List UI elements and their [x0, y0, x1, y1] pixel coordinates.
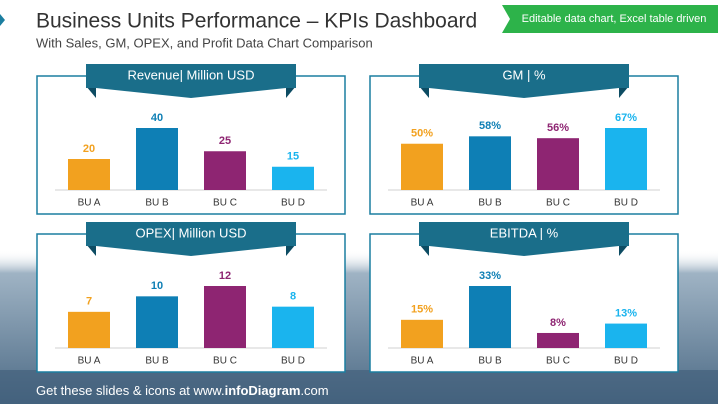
badge-text: Editable data chart, Excel table driven — [522, 13, 707, 25]
x-tick-label: BU B — [145, 356, 169, 367]
bar — [68, 159, 110, 190]
slide-title: Business Units Performance – KPIs Dashbo… — [36, 10, 477, 33]
banner-fold — [286, 86, 296, 98]
banner-tail — [429, 246, 619, 256]
corner-marker — [0, 14, 5, 26]
bar — [469, 136, 511, 190]
bar — [537, 138, 579, 190]
slide-subtitle: With Sales, GM, OPEX, and Profit Data Ch… — [36, 35, 373, 50]
banner-fold — [419, 244, 429, 256]
badge — [502, 5, 718, 33]
banner — [419, 222, 629, 246]
value-label: 8 — [290, 291, 296, 303]
bar — [136, 296, 178, 348]
value-label: 12 — [219, 270, 231, 282]
banner-fold — [419, 86, 429, 98]
footer-lead: Get these slides & icons at www. — [36, 383, 225, 398]
value-label: 13% — [615, 307, 637, 319]
banner — [86, 64, 296, 88]
banner-tail — [429, 88, 619, 98]
banner-fold — [619, 86, 629, 98]
x-tick-label: BU C — [213, 198, 237, 209]
chart-title: OPEX| Million USD — [135, 225, 246, 240]
banner-fold — [286, 244, 296, 256]
x-tick-label: BU A — [78, 198, 101, 209]
bar — [204, 286, 246, 348]
value-label: 10 — [151, 280, 163, 292]
bar — [537, 332, 579, 348]
bar — [136, 128, 178, 190]
bar — [605, 323, 647, 348]
footer-brand: infoDiagram — [225, 383, 301, 398]
bar — [272, 166, 314, 190]
x-tick-label: BU B — [145, 198, 169, 209]
value-label: 7 — [86, 296, 92, 308]
banner-fold — [86, 244, 96, 256]
footer-tail: .com — [300, 383, 328, 398]
bar — [68, 311, 110, 348]
x-tick-label: BU D — [614, 356, 638, 367]
banner-fold — [619, 244, 629, 256]
x-tick-label: BU A — [411, 198, 434, 209]
chart-panel — [36, 233, 346, 373]
bar — [605, 128, 647, 190]
chart-title: Revenue| Million USD — [128, 67, 255, 82]
value-label: 15% — [411, 304, 433, 316]
bar — [401, 143, 443, 190]
footer: Get these slides & icons at www.infoDiag… — [36, 383, 329, 398]
chart-panel — [36, 75, 346, 215]
x-tick-label: BU C — [213, 356, 237, 367]
bar — [469, 286, 511, 348]
x-tick-label: BU D — [281, 356, 305, 367]
bar — [401, 319, 443, 348]
x-tick-label: BU A — [78, 356, 101, 367]
banner-tail — [96, 246, 286, 256]
chart-title: EBITDA | % — [490, 225, 559, 240]
value-label: 50% — [411, 128, 433, 140]
value-label: 58% — [479, 120, 501, 132]
value-label: 15 — [287, 151, 299, 163]
x-tick-label: BU C — [546, 356, 570, 367]
value-label: 56% — [547, 122, 569, 134]
value-label: 33% — [479, 270, 501, 282]
x-tick-label: BU D — [281, 198, 305, 209]
banner — [419, 64, 629, 88]
chart-title: GM | % — [502, 67, 546, 82]
bar — [204, 151, 246, 190]
x-tick-label: BU B — [478, 198, 502, 209]
footer-band — [0, 370, 718, 404]
banner — [86, 222, 296, 246]
x-tick-label: BU B — [478, 356, 502, 367]
value-label: 20 — [83, 143, 95, 155]
banner-fold — [86, 86, 96, 98]
value-label: 25 — [219, 135, 231, 147]
x-tick-label: BU D — [614, 198, 638, 209]
chart-panel — [369, 233, 679, 373]
banner-tail — [96, 88, 286, 98]
x-tick-label: BU A — [411, 356, 434, 367]
x-tick-label: BU C — [546, 198, 570, 209]
bar — [272, 306, 314, 348]
value-label: 67% — [615, 112, 637, 124]
value-label: 40 — [151, 112, 163, 124]
value-label: 8% — [550, 317, 566, 329]
